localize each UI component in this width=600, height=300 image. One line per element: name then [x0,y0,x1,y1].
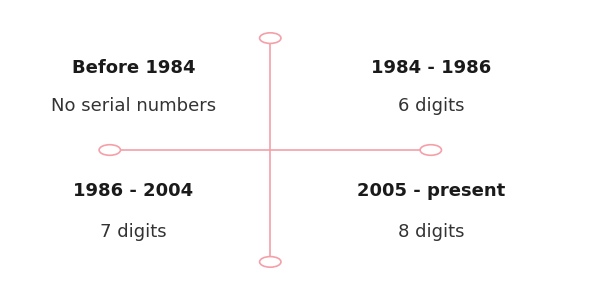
Text: 6 digits: 6 digits [398,97,464,115]
Text: 1986 - 2004: 1986 - 2004 [73,182,194,200]
Circle shape [260,256,281,267]
Circle shape [99,145,121,155]
Text: 8 digits: 8 digits [398,224,464,242]
Circle shape [420,145,442,155]
Circle shape [260,33,281,44]
Text: 7 digits: 7 digits [100,224,167,242]
Text: No serial numbers: No serial numbers [51,97,216,115]
Text: 2005 - present: 2005 - present [356,182,505,200]
Text: 1984 - 1986: 1984 - 1986 [371,58,491,76]
Text: Before 1984: Before 1984 [72,58,196,76]
